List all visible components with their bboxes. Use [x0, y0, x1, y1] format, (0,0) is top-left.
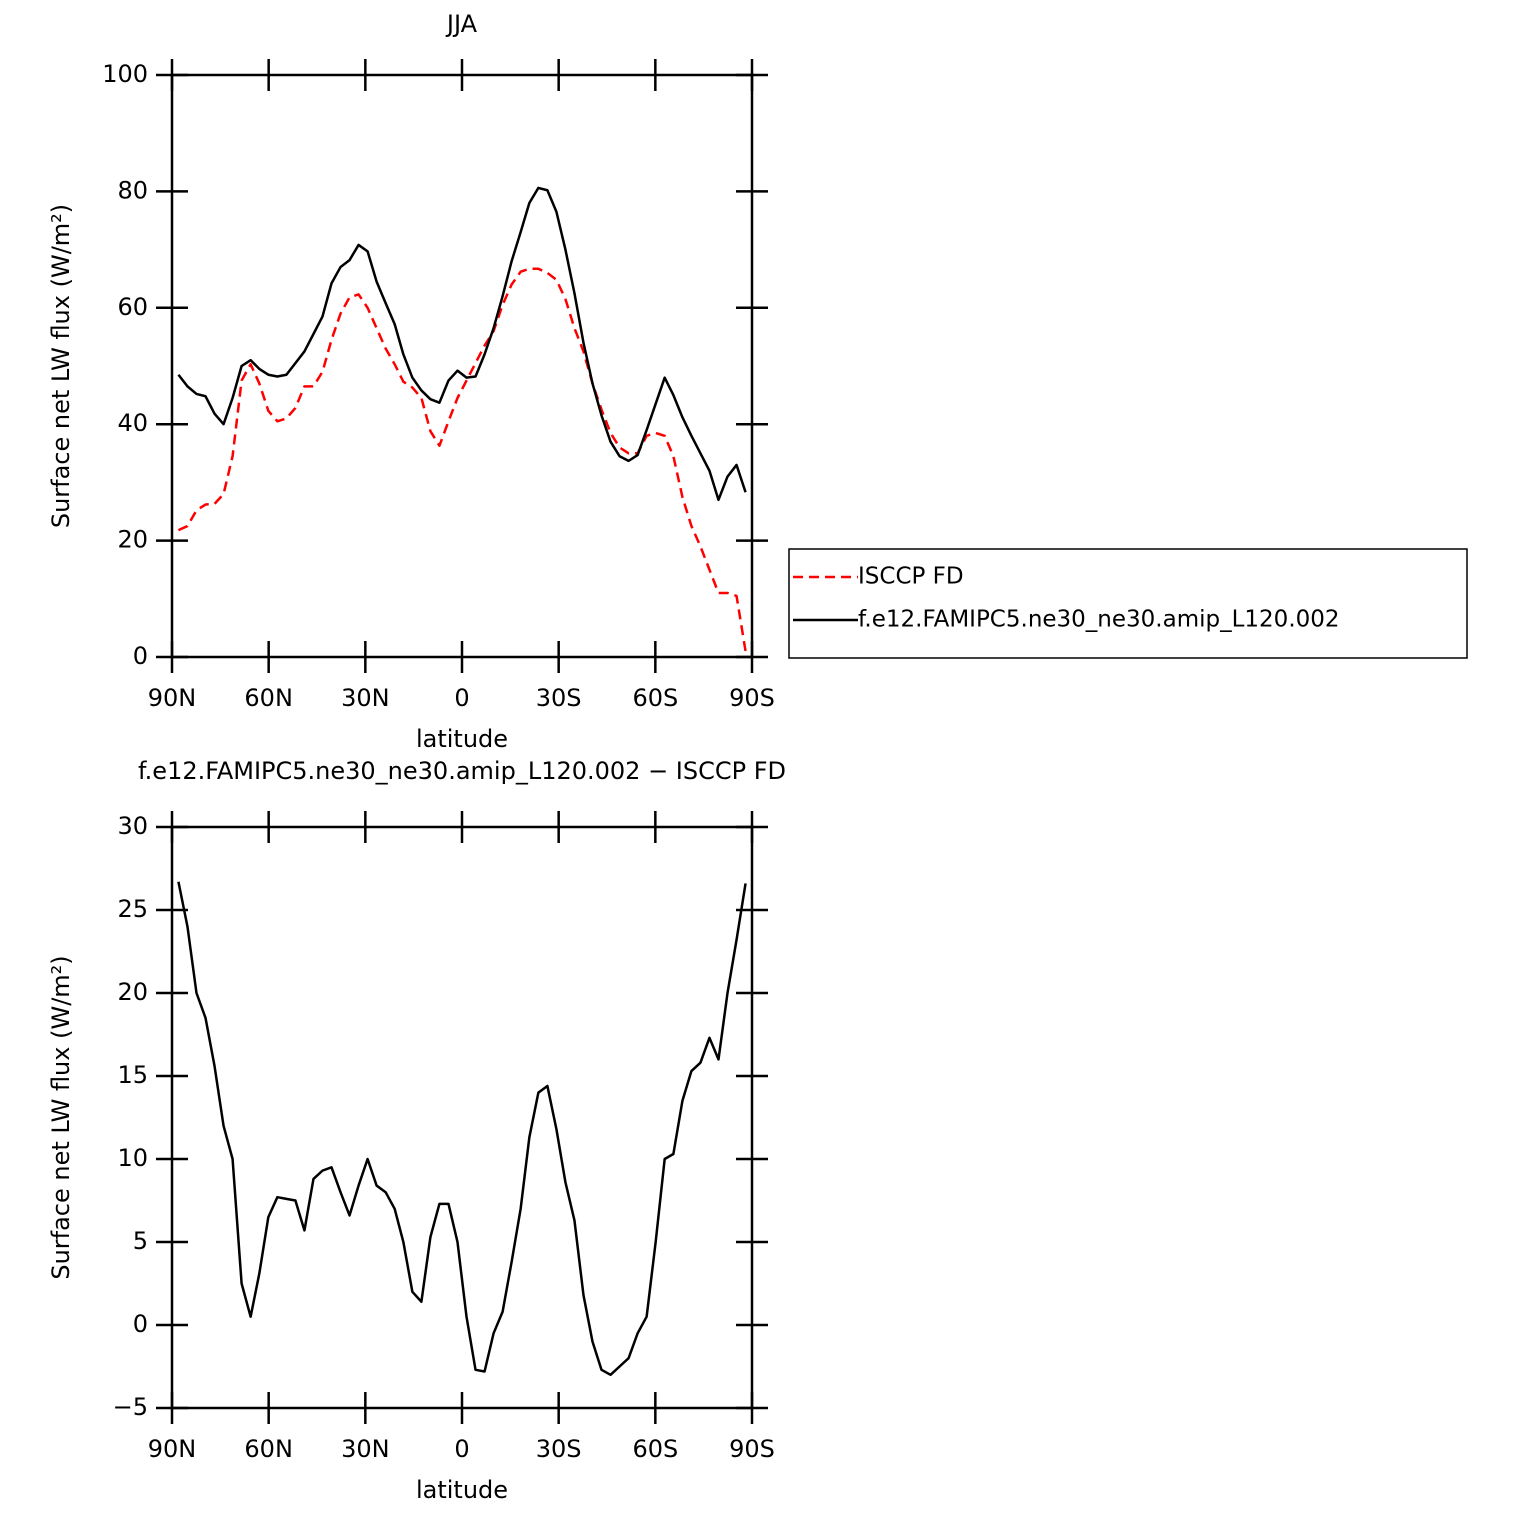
- x-tick-label: 0: [454, 684, 469, 712]
- x-tick-label: 60N: [244, 684, 293, 712]
- x-tick-label: 60N: [244, 1435, 293, 1463]
- y-tick-label: 30: [117, 812, 148, 840]
- x-tick-label: 30N: [341, 684, 390, 712]
- chart-title: f.e12.FAMIPC5.ne30_ne30.amip_L120.002 − …: [138, 757, 786, 785]
- legend-box: [788, 548, 1468, 659]
- y-tick-label: 20: [117, 978, 148, 1006]
- chart-title: JJA: [445, 10, 478, 38]
- x-tick-label: 90S: [729, 684, 775, 712]
- data-line: [177, 186, 747, 502]
- plot-frame: [170, 825, 754, 1410]
- legend-label: ISCCP FD: [858, 564, 964, 590]
- x-tick-label: 90S: [729, 1435, 775, 1463]
- x-axis-label: latitude: [416, 1476, 508, 1504]
- x-tick-label: 30N: [341, 1435, 390, 1463]
- y-axis-label: Surface net LW flux (W/m²): [47, 955, 75, 1279]
- x-tick-label: 30S: [536, 1435, 582, 1463]
- y-tick-label: 0: [133, 1310, 148, 1338]
- y-tick-label: −5: [113, 1393, 148, 1421]
- x-axis-label: latitude: [416, 725, 508, 753]
- y-tick-label: 80: [117, 176, 148, 204]
- data-line: [177, 267, 747, 652]
- y-tick-label: 5: [133, 1227, 148, 1255]
- y-tick-label: 10: [117, 1144, 148, 1172]
- y-tick-label: 15: [117, 1061, 148, 1089]
- y-tick-label: 40: [117, 409, 148, 437]
- x-tick-label: 60S: [632, 1435, 678, 1463]
- legend-label: f.e12.FAMIPC5.ne30_ne30.amip_L120.002: [858, 607, 1340, 633]
- x-tick-label: 90N: [148, 1435, 197, 1463]
- y-tick-label: 60: [117, 293, 148, 321]
- x-tick-label: 90N: [148, 684, 197, 712]
- y-tick-label: 100: [102, 60, 148, 88]
- x-tick-label: 30S: [536, 684, 582, 712]
- x-tick-label: 60S: [632, 684, 678, 712]
- y-tick-label: 20: [117, 526, 148, 554]
- y-tick-label: 0: [133, 642, 148, 670]
- y-tick-label: 25: [117, 895, 148, 923]
- plot-frame: [170, 73, 754, 659]
- y-axis-label: Surface net LW flux (W/m²): [47, 204, 75, 528]
- x-tick-label: 0: [454, 1435, 469, 1463]
- data-line: [177, 881, 747, 1377]
